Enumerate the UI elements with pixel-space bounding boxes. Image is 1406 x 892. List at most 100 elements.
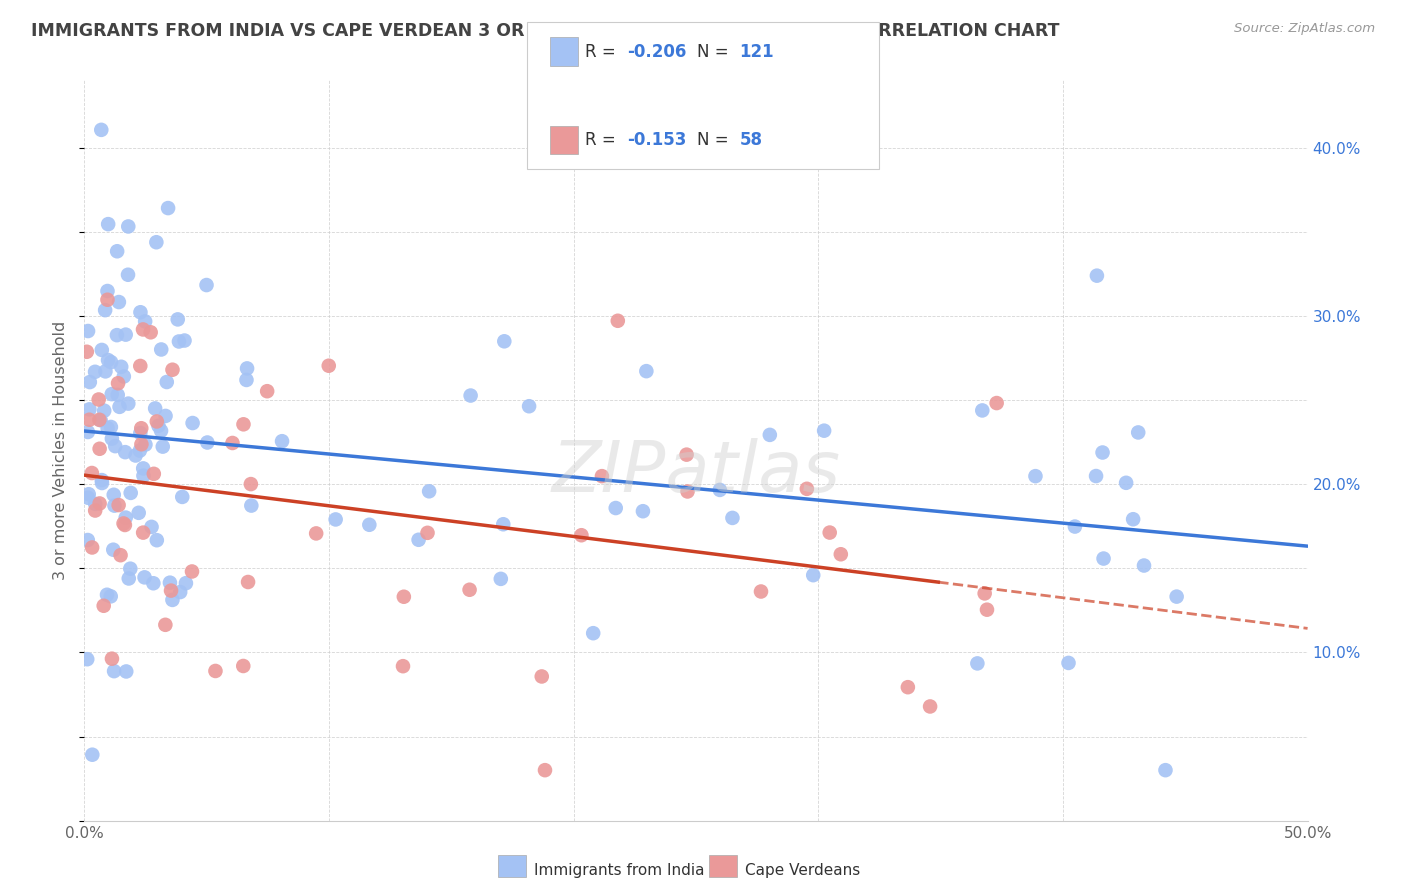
Point — [534, 763, 557, 777]
Point — [150, 343, 173, 357]
Point — [162, 593, 184, 607]
Point — [89, 442, 111, 456]
Point — [458, 582, 481, 597]
Point — [195, 435, 218, 450]
Point — [172, 490, 194, 504]
Point — [221, 436, 243, 450]
Point — [181, 416, 204, 430]
Point — [84, 497, 107, 511]
Point — [117, 219, 139, 234]
Point — [1057, 656, 1080, 670]
Point — [107, 498, 129, 512]
Point — [160, 583, 183, 598]
Point — [124, 449, 146, 463]
Point — [408, 533, 430, 547]
Point — [591, 469, 613, 483]
Point — [159, 575, 181, 590]
Point — [145, 235, 167, 250]
Point — [801, 568, 824, 582]
Point — [112, 369, 135, 384]
Point — [117, 396, 139, 410]
Point — [157, 201, 180, 215]
Point — [1133, 558, 1156, 573]
Point — [77, 425, 100, 439]
Point — [105, 328, 128, 343]
Point — [155, 409, 177, 423]
Point — [89, 496, 111, 510]
Point — [240, 499, 263, 513]
Point — [359, 517, 381, 532]
Point — [235, 373, 257, 387]
Point — [112, 516, 135, 531]
Point — [90, 123, 112, 137]
Point — [134, 570, 156, 584]
Y-axis label: 3 or more Vehicles in Household: 3 or more Vehicles in Household — [53, 321, 69, 580]
Point — [84, 503, 107, 517]
Point — [87, 392, 110, 407]
Point — [966, 657, 988, 671]
Point — [492, 517, 515, 532]
Point — [89, 413, 111, 427]
Point — [1024, 469, 1046, 483]
Point — [571, 528, 593, 542]
Point — [1085, 268, 1108, 283]
Text: 121: 121 — [740, 43, 775, 61]
Text: -0.206: -0.206 — [627, 43, 686, 61]
Point — [162, 362, 184, 376]
Point — [105, 244, 128, 259]
Point — [392, 590, 415, 604]
Point — [676, 484, 699, 499]
Point — [1122, 512, 1144, 526]
Point — [239, 477, 262, 491]
Point — [392, 659, 415, 673]
Point — [108, 295, 131, 310]
Point — [132, 468, 155, 483]
Point — [631, 504, 654, 518]
Point — [96, 588, 118, 602]
Point — [494, 334, 516, 349]
Point — [169, 585, 191, 599]
Point — [721, 511, 744, 525]
Point — [104, 439, 127, 453]
Text: R =: R = — [585, 131, 621, 149]
Point — [132, 525, 155, 540]
Point — [117, 268, 139, 282]
Point — [120, 486, 142, 500]
Point — [103, 488, 125, 502]
Point — [271, 434, 294, 449]
Point — [118, 572, 141, 586]
Point — [1092, 551, 1115, 566]
Point — [1166, 590, 1188, 604]
Point — [114, 518, 136, 533]
Point — [759, 428, 782, 442]
Point — [77, 491, 100, 505]
Text: ZIPatlas: ZIPatlas — [551, 438, 841, 508]
Text: R =: R = — [585, 43, 621, 61]
Point — [93, 403, 115, 417]
Point — [101, 432, 124, 446]
Point — [148, 418, 170, 433]
Text: -0.153: -0.153 — [627, 131, 686, 149]
Point — [100, 387, 122, 401]
Point — [142, 576, 165, 591]
Point — [129, 359, 152, 373]
Point — [318, 359, 340, 373]
Point — [96, 293, 118, 307]
Point — [132, 322, 155, 336]
Point — [460, 388, 482, 402]
Point — [143, 401, 166, 416]
Point — [90, 343, 112, 357]
Point — [101, 651, 124, 665]
Point — [139, 326, 162, 340]
Point — [108, 400, 131, 414]
Point — [94, 364, 117, 378]
Point — [76, 533, 98, 547]
Point — [749, 584, 772, 599]
Point — [1091, 445, 1114, 459]
Point — [582, 626, 605, 640]
Point — [972, 403, 994, 417]
Point — [1128, 425, 1150, 440]
Text: Immigrants from India: Immigrants from India — [534, 863, 704, 878]
Point — [167, 334, 190, 349]
Point — [100, 590, 122, 604]
